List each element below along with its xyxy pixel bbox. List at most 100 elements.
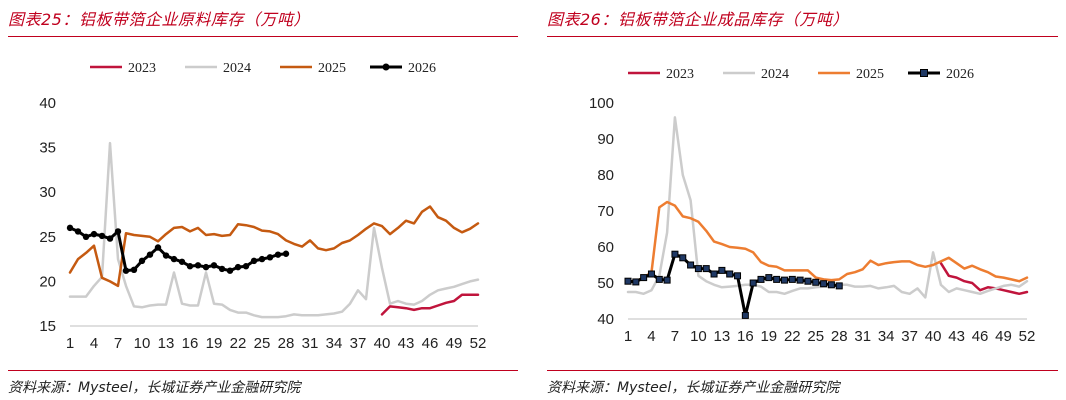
data-point-2026 — [234, 263, 242, 271]
y-tick-label: 80 — [597, 167, 614, 184]
x-tick-label: 25 — [807, 328, 824, 345]
data-point-2026 — [98, 232, 106, 240]
data-point-2026 — [90, 230, 98, 238]
data-point-2026 — [226, 267, 234, 274]
x-tick-label: 10 — [690, 328, 707, 345]
legend-label-2026: 2026 — [946, 67, 974, 82]
y-tick-label: 30 — [39, 184, 56, 201]
data-point-2026 — [820, 280, 828, 288]
data-point-2026 — [710, 270, 718, 278]
series-line-2023 — [939, 261, 1029, 296]
x-tick-label: 22 — [784, 328, 801, 345]
series-line-2026 — [626, 252, 841, 317]
legend-label-2025: 2025 — [856, 67, 884, 82]
data-point-2026 — [82, 233, 90, 240]
x-tick-label: 19 — [760, 328, 777, 345]
legend-label-2023: 2023 — [666, 67, 694, 82]
data-point-2026 — [210, 262, 218, 269]
data-point-2026 — [154, 244, 162, 251]
y-tick-label: 70 — [597, 203, 614, 220]
legend-label-2026: 2026 — [408, 61, 436, 76]
title-divider — [547, 36, 1058, 37]
source-divider — [547, 370, 1058, 371]
data-point-2026 — [106, 235, 114, 242]
data-point-2026 — [282, 250, 290, 257]
y-tick-label: 35 — [39, 140, 56, 157]
data-point-2026 — [827, 281, 835, 289]
data-point-2026 — [780, 276, 788, 284]
data-point-2026 — [258, 255, 266, 263]
data-point-2026 — [274, 251, 282, 258]
data-point-2026 — [671, 250, 679, 258]
chart-title: 图表25：铝板带箔企业原料库存（万吨） — [8, 10, 310, 29]
source-note: 资料来源：Mysteel，长城证券产业金融研究院 — [547, 380, 840, 396]
chart-raw-material-inventory: 1 4 7 10 13 16 19 22 25 28 31 34 37 40 43 46 49 521520253… — [39, 61, 486, 352]
legend-label-2024: 2024 — [223, 61, 251, 76]
chart-panel-finished-goods: 图表26：铝板带箔企业成品库存（万吨） 1 4 7 10 13 16 19 22 25 28 31 3… — [547, 0, 1058, 400]
data-point-2026 — [687, 261, 695, 269]
legend-label-2024: 2024 — [761, 67, 789, 82]
x-tick-label: 43 — [398, 335, 415, 352]
data-point-2026 — [679, 254, 687, 262]
data-point-2026 — [655, 275, 663, 283]
x-tick-label: 4 — [90, 335, 98, 352]
title-divider — [8, 36, 518, 37]
data-point-2026 — [138, 257, 146, 265]
x-tick-label: 25 — [254, 335, 271, 352]
y-tick-label: 15 — [39, 318, 56, 335]
data-point-2026 — [74, 228, 82, 235]
data-point-2026 — [734, 272, 742, 280]
source-divider — [8, 370, 518, 371]
x-tick-label: 16 — [737, 328, 754, 345]
series-line-2025 — [626, 200, 1029, 283]
legend-label-2025: 2025 — [318, 61, 346, 76]
series-line-2026 — [68, 226, 288, 273]
data-point-2026 — [812, 278, 820, 286]
x-tick-label: 7 — [114, 335, 122, 352]
x-tick-label: 28 — [278, 335, 295, 352]
legend-marker-2026 — [382, 63, 390, 71]
data-point-2026 — [146, 251, 154, 258]
chart-panel-raw-material: 图表25：铝板带箔企业原料库存（万吨） 1 4 7 10 13 16 19 22 25 28 31 3… — [8, 0, 518, 400]
y-tick-label: 40 — [597, 311, 614, 328]
x-tick-label: 52 — [1019, 328, 1036, 345]
series-line-2024 — [68, 141, 480, 319]
data-point-2026 — [114, 228, 122, 235]
x-tick-label: 1 — [66, 335, 74, 352]
x-tick-label: 34 — [878, 328, 895, 345]
data-point-2026 — [835, 282, 843, 290]
data-point-2026 — [66, 224, 74, 232]
y-tick-label: 100 — [589, 95, 614, 112]
x-tick-label: 16 — [182, 335, 199, 352]
x-tick-label: 4 — [647, 328, 655, 345]
data-point-2026 — [242, 263, 250, 270]
data-point-2026 — [250, 257, 258, 265]
source-note: 资料来源：Mysteel，长城证券产业金融研究院 — [8, 380, 301, 396]
x-tick-label: 37 — [901, 328, 918, 345]
x-tick-label: 1 — [624, 328, 632, 345]
data-point-2026 — [632, 278, 640, 286]
y-tick-label: 60 — [597, 239, 614, 256]
data-point-2026 — [202, 263, 210, 271]
x-tick-label: 49 — [995, 328, 1012, 345]
data-point-2026 — [170, 255, 178, 263]
data-point-2026 — [178, 258, 186, 265]
data-point-2026 — [186, 263, 194, 270]
data-point-2026 — [773, 275, 781, 283]
data-point-2026 — [194, 262, 202, 269]
x-tick-label: 40 — [925, 328, 942, 345]
x-tick-label: 19 — [206, 335, 223, 352]
data-point-2026 — [162, 252, 170, 259]
data-point-2026 — [749, 279, 757, 287]
series-line-2023 — [380, 293, 480, 316]
x-tick-label: 31 — [302, 335, 319, 352]
legend-marker-2026 — [920, 69, 928, 77]
data-point-2026 — [804, 277, 812, 285]
series-line-2025 — [68, 205, 480, 288]
legend-label-2023: 2023 — [128, 61, 156, 76]
x-tick-label: 46 — [422, 335, 439, 352]
y-tick-label: 40 — [39, 95, 56, 112]
y-tick-label: 20 — [39, 273, 56, 290]
x-tick-label: 34 — [326, 335, 343, 352]
y-tick-label: 25 — [39, 229, 56, 246]
